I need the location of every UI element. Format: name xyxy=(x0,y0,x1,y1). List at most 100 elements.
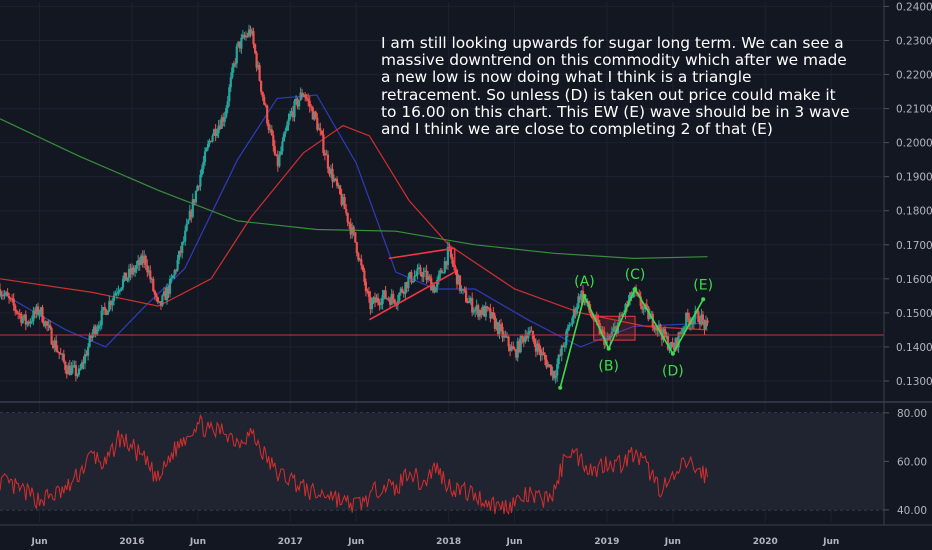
candle-body xyxy=(144,255,147,265)
candle-body xyxy=(515,350,518,358)
candle-body xyxy=(401,288,404,292)
elliott-wave-drawing[interactable]: (A) (B) (C) (D) (E) xyxy=(558,267,713,390)
candle-body xyxy=(117,291,120,293)
rsi-band xyxy=(0,412,884,510)
candle-body xyxy=(396,300,399,306)
candle-body xyxy=(288,113,292,120)
candle-body xyxy=(653,327,656,331)
candle-body xyxy=(621,314,624,317)
candle-body xyxy=(454,266,457,270)
candle-body xyxy=(140,255,143,265)
candle-body xyxy=(534,344,537,352)
candle-body xyxy=(367,291,370,297)
candle-body xyxy=(361,265,364,271)
candle-body xyxy=(383,290,386,296)
candle-body xyxy=(114,293,117,296)
candle-body xyxy=(345,209,348,213)
candle-body xyxy=(213,129,216,136)
wave-point xyxy=(582,293,587,298)
rsi-line xyxy=(0,414,708,516)
candle-body xyxy=(194,191,197,203)
candle-body xyxy=(8,295,11,299)
candle-body xyxy=(46,321,49,326)
candle-body xyxy=(320,130,323,135)
candle-body xyxy=(231,67,234,78)
candle-body xyxy=(525,335,528,339)
candle-body xyxy=(87,346,90,356)
candle-body xyxy=(610,332,613,337)
candle-body xyxy=(507,336,510,347)
candle-body xyxy=(295,98,298,101)
candle-body xyxy=(506,336,509,338)
candle-body xyxy=(308,100,311,107)
candle-body xyxy=(704,320,708,329)
candle-body xyxy=(55,340,58,351)
candle-body xyxy=(342,197,345,205)
candle-body xyxy=(486,306,489,308)
candle-body xyxy=(463,289,466,291)
candle-body xyxy=(360,259,363,266)
candle-body xyxy=(260,80,263,92)
candle-body xyxy=(387,298,390,300)
candle-body xyxy=(21,318,24,323)
candle-body xyxy=(663,328,667,337)
x-tick-label: Jun xyxy=(822,537,839,547)
candle-body xyxy=(680,332,683,334)
candle-body xyxy=(574,308,577,314)
candle-body xyxy=(108,301,111,311)
candle-body xyxy=(666,336,670,350)
candle-body xyxy=(399,288,402,294)
candle-body xyxy=(287,119,290,126)
candle-body xyxy=(339,185,342,194)
candle-body xyxy=(23,314,26,319)
candle-body xyxy=(465,290,468,303)
candle-body xyxy=(512,346,515,350)
candle-body xyxy=(457,275,460,285)
candle-body xyxy=(698,322,701,325)
candle-body xyxy=(446,246,449,265)
candle-body xyxy=(267,123,270,130)
candle-body xyxy=(583,299,586,303)
candle-body xyxy=(175,270,178,272)
candle-body xyxy=(557,355,560,365)
candle-body xyxy=(571,317,574,325)
triangle-drawing[interactable] xyxy=(369,247,636,341)
candle-body xyxy=(64,361,67,370)
candle-body xyxy=(71,365,74,368)
candle-body xyxy=(372,297,375,302)
candle-body xyxy=(82,362,85,364)
candle-body xyxy=(73,365,76,367)
candle-body xyxy=(351,226,354,235)
candle-body xyxy=(181,242,184,253)
candle-body xyxy=(323,153,326,156)
candle-body xyxy=(568,324,571,328)
candle-body xyxy=(328,168,331,175)
candle-body xyxy=(692,318,695,324)
candle-body xyxy=(298,100,301,107)
candle-body xyxy=(364,281,367,291)
candle-body xyxy=(706,320,709,324)
candle-body xyxy=(427,276,430,280)
candle-body xyxy=(0,295,3,297)
candle-body xyxy=(252,31,255,45)
candle-body xyxy=(217,125,220,134)
candle-body xyxy=(49,324,52,329)
candle-body xyxy=(42,322,46,326)
candle-body xyxy=(376,297,380,303)
candle-body xyxy=(170,278,173,280)
candle-body xyxy=(578,296,582,300)
wave-label: (E) xyxy=(693,277,713,293)
candle-body xyxy=(316,117,319,130)
candle-body xyxy=(127,268,131,278)
candle-body xyxy=(152,278,155,292)
candle-body xyxy=(53,340,56,348)
candle-body xyxy=(521,336,524,338)
candle-body xyxy=(354,232,357,243)
candle-body xyxy=(32,310,35,322)
candle-body xyxy=(650,313,653,315)
candle-body xyxy=(6,292,9,296)
